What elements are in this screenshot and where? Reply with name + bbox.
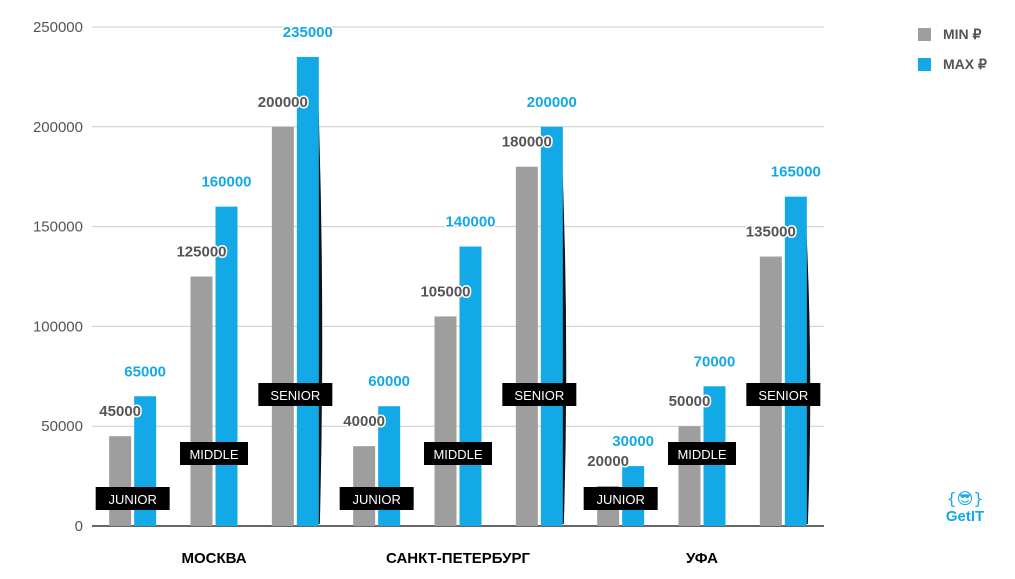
max-value-label: 200000 — [527, 94, 577, 111]
legend-swatch — [918, 28, 931, 41]
city-label: УФА — [686, 550, 718, 567]
logo-text: GetIT — [945, 508, 985, 525]
min-value-label: 135000 — [746, 224, 796, 241]
y-tick-label: 100000 — [33, 318, 83, 335]
level-label: MIDDLE — [433, 447, 482, 462]
bar-min — [353, 446, 376, 526]
value-labels: 45000 65000 125000 160000 200000 235000 40000 6… — [98, 22, 823, 471]
level-badge — [95, 487, 170, 510]
level-badge — [339, 487, 414, 510]
y-tick-label: 0 — [75, 518, 83, 535]
city-labels: МОСКВА САНКТ-ПЕТЕРБУРГ УФА — [181, 550, 718, 567]
bar-min — [109, 436, 132, 526]
city-label: МОСКВА — [181, 550, 246, 567]
bar-min — [434, 316, 457, 526]
bar-min — [190, 276, 213, 526]
max-value-label: 160000 — [201, 174, 251, 191]
min-value-label: 105000 — [420, 283, 470, 300]
y-tick-label: 50000 — [41, 418, 83, 435]
legend-label: MAX ₽ — [943, 56, 987, 72]
max-value-label: 165000 — [771, 164, 821, 181]
min-value-label: 125000 — [176, 244, 226, 261]
bar-min — [271, 126, 294, 527]
min-value-label: 40000 — [343, 413, 385, 430]
max-value-label: 65000 — [124, 363, 166, 380]
city-label: САНКТ-ПЕТЕРБУРГ — [386, 550, 531, 567]
level-badge — [502, 383, 577, 406]
max-value-label: 235000 — [283, 24, 333, 41]
level-label: SENIOR — [270, 388, 320, 403]
legend-swatch — [918, 58, 931, 71]
level-badge — [180, 442, 248, 465]
y-tick-label: 200000 — [33, 119, 83, 136]
min-value-label: 20000 — [587, 453, 629, 470]
min-value-label: 45000 — [99, 403, 141, 420]
level-labels: JUNIOR MIDDLE SENIOR JUNIOR MIDDLE SENIOR JUNI… — [95, 383, 821, 510]
min-value-label: 180000 — [502, 134, 552, 151]
y-axis: 0 50000 100000 150000 200000 250000 — [33, 19, 83, 535]
bar-max — [296, 56, 319, 526]
max-value-label: 30000 — [612, 433, 654, 450]
level-label: MIDDLE — [677, 447, 726, 462]
level-badge — [258, 383, 333, 406]
level-badge — [746, 383, 821, 406]
level-badge — [583, 487, 658, 510]
bar-min — [678, 426, 701, 526]
min-value-label: 200000 — [258, 94, 308, 111]
bar-max — [784, 196, 807, 526]
glasses-face-icon: {😎} — [946, 489, 984, 508]
y-tick-label: 250000 — [33, 19, 83, 36]
legend: MIN ₽ MAX ₽ — [918, 26, 987, 72]
level-badge — [668, 442, 736, 465]
level-label: MIDDLE — [189, 447, 238, 462]
max-value-label: 70000 — [694, 353, 736, 370]
getit-logo: {😎} GetIT — [936, 490, 994, 526]
level-badge — [424, 442, 492, 465]
level-label: JUNIOR — [596, 492, 644, 507]
min-value-label: 50000 — [669, 393, 711, 410]
level-label: JUNIOR — [108, 492, 156, 507]
y-tick-label: 150000 — [33, 219, 83, 236]
max-value-label: 140000 — [445, 214, 495, 231]
level-label: JUNIOR — [352, 492, 400, 507]
level-label: SENIOR — [514, 388, 564, 403]
bar-max — [540, 126, 563, 527]
level-label: SENIOR — [758, 388, 808, 403]
grid-lines — [92, 26, 824, 527]
max-value-label: 60000 — [368, 373, 410, 390]
legend-label: MIN ₽ — [943, 26, 982, 42]
bar-min — [515, 166, 538, 526]
